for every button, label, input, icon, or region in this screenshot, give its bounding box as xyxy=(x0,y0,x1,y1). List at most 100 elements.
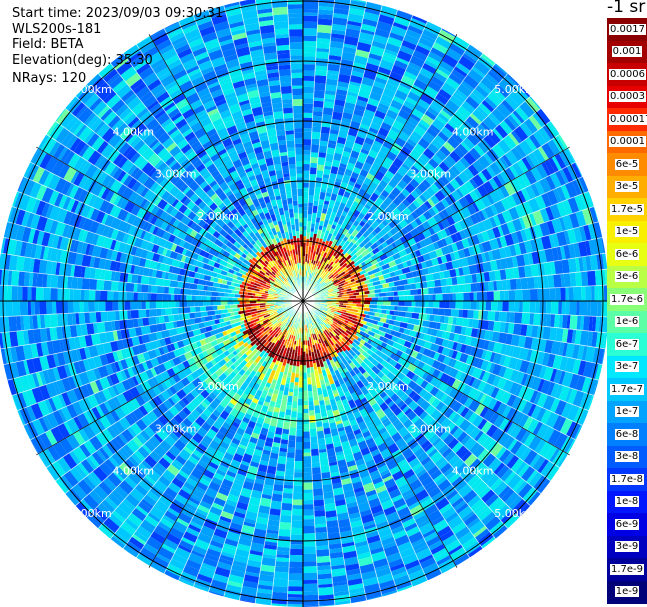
heatmap-cell xyxy=(363,69,378,81)
heatmap-cell xyxy=(569,212,580,229)
heatmap-cell xyxy=(182,564,200,578)
heatmap-cell xyxy=(415,352,424,361)
heatmap-cell xyxy=(299,361,303,365)
heatmap-cell xyxy=(315,177,323,182)
heatmap-cell xyxy=(441,208,450,219)
heatmap-cell xyxy=(392,497,407,509)
heatmap-cell xyxy=(542,313,548,327)
heatmap-cell xyxy=(286,313,291,317)
heatmap-cell xyxy=(576,315,582,331)
heatmap-cell xyxy=(44,398,54,414)
heatmap-cell xyxy=(506,220,517,234)
heatmap-cell xyxy=(509,177,523,193)
heatmap-cell xyxy=(281,339,286,346)
heatmap-cell xyxy=(279,515,292,523)
heatmap-cell xyxy=(383,478,397,489)
heatmap-cell xyxy=(327,532,341,540)
heatmap-cell xyxy=(334,0,351,6)
heatmap-cell xyxy=(324,246,331,254)
heatmap-cell xyxy=(580,271,589,287)
heatmap-cell xyxy=(337,286,343,290)
heatmap-cell xyxy=(315,51,330,59)
heatmap-cell xyxy=(563,244,571,260)
heatmap-cell xyxy=(458,123,472,137)
heatmap-cell xyxy=(211,319,216,326)
heatmap-cell xyxy=(395,315,404,323)
heatmap-cell xyxy=(417,42,432,52)
heatmap-cell xyxy=(469,458,482,471)
heatmap-cell xyxy=(432,547,448,559)
heatmap-cell xyxy=(343,35,359,46)
heatmap-cell xyxy=(183,459,197,472)
heatmap-cell xyxy=(315,381,322,389)
heatmap-cell xyxy=(168,301,176,309)
heatmap-cell xyxy=(420,439,432,450)
heatmap-cell xyxy=(232,297,238,301)
heatmap-cell xyxy=(314,523,327,528)
heatmap-cell xyxy=(88,345,99,358)
heatmap-cell xyxy=(67,276,73,289)
heatmap-cell xyxy=(552,188,562,203)
heatmap-cell xyxy=(374,312,380,318)
heatmap-cell xyxy=(563,230,571,245)
heatmap-cell xyxy=(407,306,415,313)
heatmap-cell xyxy=(330,337,338,345)
heatmap-cell xyxy=(332,13,349,20)
heatmap-cell xyxy=(445,261,454,271)
heatmap-cell xyxy=(439,430,451,441)
heatmap-cell xyxy=(284,468,295,476)
heatmap-cell xyxy=(519,101,536,118)
heatmap-cell xyxy=(153,479,168,494)
heatmap-cell xyxy=(554,314,560,328)
heatmap-cell xyxy=(145,368,155,380)
heatmap-cell xyxy=(447,224,458,236)
heatmap-cell xyxy=(478,310,482,320)
heatmap-cell xyxy=(434,389,446,401)
heatmap-cell xyxy=(29,315,34,330)
heatmap-cell xyxy=(555,287,561,301)
heatmap-cell xyxy=(579,330,589,346)
heatmap-cell xyxy=(498,417,510,431)
heatmap-cell xyxy=(442,395,455,408)
heatmap-cell xyxy=(403,289,411,296)
heatmap-cell xyxy=(330,165,339,175)
heatmap-cell xyxy=(223,324,233,331)
heatmap-cell xyxy=(384,42,401,54)
heatmap-cell xyxy=(69,466,84,483)
heatmap-cell xyxy=(173,413,184,425)
heatmap-cell xyxy=(327,363,335,373)
heatmap-cell xyxy=(573,227,583,243)
heatmap-cell xyxy=(161,543,176,554)
heatmap-cell xyxy=(320,250,326,257)
heatmap-cell xyxy=(303,533,316,541)
heatmap-cell xyxy=(368,213,378,224)
heatmap-cell xyxy=(200,400,209,409)
heatmap-cell xyxy=(514,312,523,324)
heatmap-cell xyxy=(311,131,321,140)
heatmap-cell xyxy=(341,538,355,545)
heatmap-cell xyxy=(477,507,493,522)
heatmap-cell xyxy=(78,359,87,373)
heatmap-cell xyxy=(573,286,582,301)
heatmap-cell xyxy=(414,187,423,196)
heatmap-cell xyxy=(288,427,297,436)
heatmap-cell xyxy=(264,370,272,378)
heatmap-cell xyxy=(355,458,366,467)
heatmap-cell xyxy=(222,338,231,347)
heatmap-cell xyxy=(329,312,335,317)
heatmap-cell xyxy=(451,521,467,535)
heatmap-cell xyxy=(280,509,293,516)
heatmap-cell xyxy=(504,322,510,334)
heatmap-cell xyxy=(375,355,384,364)
heatmap-cell xyxy=(62,338,71,352)
heatmap-cell xyxy=(46,368,57,383)
heatmap-cell xyxy=(268,323,274,328)
heatmap-cell xyxy=(130,397,141,410)
heatmap-cell xyxy=(163,315,170,323)
heatmap-cell xyxy=(351,70,364,78)
heatmap-cell xyxy=(358,556,374,567)
heatmap-cell xyxy=(312,314,316,320)
heatmap-cell xyxy=(256,416,265,425)
heatmap-cell xyxy=(151,466,164,477)
heatmap-cell xyxy=(249,319,256,325)
